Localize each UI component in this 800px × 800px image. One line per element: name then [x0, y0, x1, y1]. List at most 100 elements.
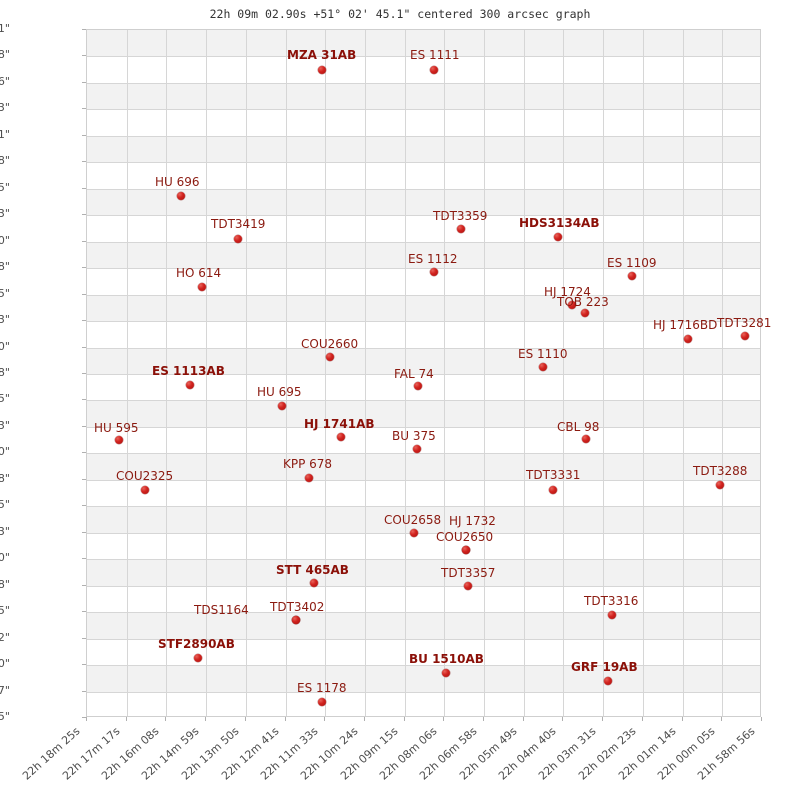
- star-marker[interactable]: [177, 192, 185, 200]
- x-axis-tick-mark: [125, 717, 127, 721]
- star-marker[interactable]: [628, 272, 636, 280]
- star-label[interactable]: COU2658: [384, 513, 442, 527]
- chart-title: 22h 09m 02.90s +51° 02' 45.1" centered 3…: [209, 7, 591, 21]
- star-label[interactable]: TDT3357: [441, 566, 496, 580]
- star-marker[interactable]: [194, 654, 202, 662]
- y-axis-tick-label: +50° 11' 28": [0, 577, 10, 591]
- star-label[interactable]: ES 1113AB: [152, 364, 225, 378]
- y-axis-tick-label: +50° 38' 58": [0, 471, 10, 485]
- star-label[interactable]: STF2890AB: [158, 637, 235, 651]
- star-marker[interactable]: [608, 611, 616, 619]
- star-label[interactable]: ES 1112: [408, 252, 458, 266]
- star-label[interactable]: TDT3402: [270, 600, 325, 614]
- gridline-horizontal: [87, 639, 760, 640]
- y-axis-tick-mark: [82, 161, 86, 163]
- star-label[interactable]: COU2650: [436, 530, 494, 544]
- star-marker[interactable]: [430, 268, 438, 276]
- y-axis-tick-mark: [82, 29, 86, 30]
- y-axis-tick-label: +51° 27' 05": [0, 286, 10, 300]
- gridline-vertical: [166, 30, 167, 716]
- star-marker[interactable]: [115, 436, 123, 444]
- gridline-horizontal: [87, 559, 760, 560]
- star-marker[interactable]: [318, 66, 326, 74]
- star-label[interactable]: COU2660: [301, 337, 359, 351]
- star-marker[interactable]: [684, 335, 692, 343]
- star-marker[interactable]: [430, 66, 438, 74]
- star-label[interactable]: HJ 1716BD: [653, 318, 718, 332]
- star-label[interactable]: FAL 74: [394, 367, 434, 381]
- star-marker[interactable]: [462, 546, 470, 554]
- star-marker[interactable]: [326, 353, 334, 361]
- star-marker[interactable]: [410, 529, 418, 537]
- x-axis-tick-mark: [522, 717, 524, 721]
- star-marker[interactable]: [141, 486, 149, 494]
- star-label[interactable]: HO 614: [176, 266, 222, 280]
- y-axis-tick-mark: [82, 346, 86, 348]
- y-axis-tick-mark: [82, 399, 86, 401]
- star-label[interactable]: HU 696: [155, 175, 200, 189]
- x-axis-tick-mark: [324, 717, 326, 721]
- star-marker[interactable]: [604, 677, 612, 685]
- star-marker[interactable]: [186, 381, 194, 389]
- star-marker[interactable]: [234, 235, 242, 243]
- star-marker[interactable]: [198, 283, 206, 291]
- star-label[interactable]: TDT3288: [693, 464, 748, 478]
- star-label[interactable]: HJ 1724: [544, 285, 591, 299]
- star-marker[interactable]: [539, 363, 547, 371]
- star-marker[interactable]: [305, 474, 313, 482]
- star-marker[interactable]: [278, 402, 286, 410]
- star-marker[interactable]: [464, 582, 472, 590]
- star-label[interactable]: ES 1178: [297, 681, 347, 695]
- gridline-vertical: [444, 30, 445, 716]
- star-label[interactable]: BU 375: [392, 429, 436, 443]
- star-label[interactable]: HJ 1732: [449, 514, 496, 528]
- star-label[interactable]: ES 1109: [607, 256, 657, 270]
- star-label[interactable]: TDT3281: [717, 316, 772, 330]
- star-marker[interactable]: [413, 445, 421, 453]
- star-label[interactable]: TDT3331: [526, 468, 581, 482]
- star-label[interactable]: TOB 223: [557, 295, 609, 309]
- gridline-vertical: [603, 30, 604, 716]
- star-label[interactable]: HJ 1741AB: [304, 417, 375, 431]
- star-label[interactable]: MZA 31AB: [287, 48, 357, 62]
- star-label[interactable]: STT 465AB: [276, 563, 349, 577]
- star-marker[interactable]: [741, 332, 749, 340]
- star-marker[interactable]: [549, 486, 557, 494]
- x-axis-tick-mark: [284, 717, 286, 721]
- gridline-horizontal: [87, 242, 760, 243]
- star-marker[interactable]: [292, 616, 300, 624]
- star-label[interactable]: KPP 678: [283, 457, 333, 471]
- y-axis-tick-label: +49° 37' 05": [0, 710, 10, 723]
- star-label[interactable]: GRF 19AB: [571, 660, 638, 674]
- star-label[interactable]: HDS3134AB: [519, 216, 600, 230]
- star-label[interactable]: COU2325: [116, 469, 174, 483]
- star-marker[interactable]: [554, 233, 562, 241]
- star-marker[interactable]: [310, 579, 318, 587]
- star-marker[interactable]: [568, 301, 576, 309]
- star-marker[interactable]: [716, 481, 724, 489]
- y-axis-tick-mark: [82, 637, 86, 639]
- star-marker[interactable]: [414, 382, 422, 390]
- y-axis-tick-mark: [82, 452, 86, 454]
- star-marker[interactable]: [442, 669, 450, 677]
- star-label[interactable]: TDT3359: [433, 209, 488, 223]
- star-label[interactable]: TDT3419: [211, 217, 266, 231]
- y-axis-tick-mark: [82, 55, 86, 57]
- star-label[interactable]: CBL 98: [557, 420, 600, 434]
- y-axis-tick-mark: [82, 584, 86, 586]
- x-axis-tick-mark: [721, 717, 723, 721]
- star-label[interactable]: HU 595: [94, 421, 139, 435]
- star-marker[interactable]: [581, 309, 589, 317]
- star-label[interactable]: ES 1110: [518, 347, 568, 361]
- star-label[interactable]: BU 1510AB: [409, 652, 484, 666]
- star-marker[interactable]: [337, 433, 345, 441]
- star-label[interactable]: HU 695: [257, 385, 302, 399]
- star-label[interactable]: ES 1111: [410, 48, 460, 62]
- star-label[interactable]: TDT3316: [584, 594, 639, 608]
- star-marker[interactable]: [582, 435, 590, 443]
- star-marker[interactable]: [457, 225, 465, 233]
- x-axis-tick-mark: [363, 717, 365, 721]
- star-marker[interactable]: [318, 698, 326, 706]
- star-label[interactable]: TDS1164: [194, 603, 249, 617]
- y-axis-tick-mark: [82, 690, 86, 692]
